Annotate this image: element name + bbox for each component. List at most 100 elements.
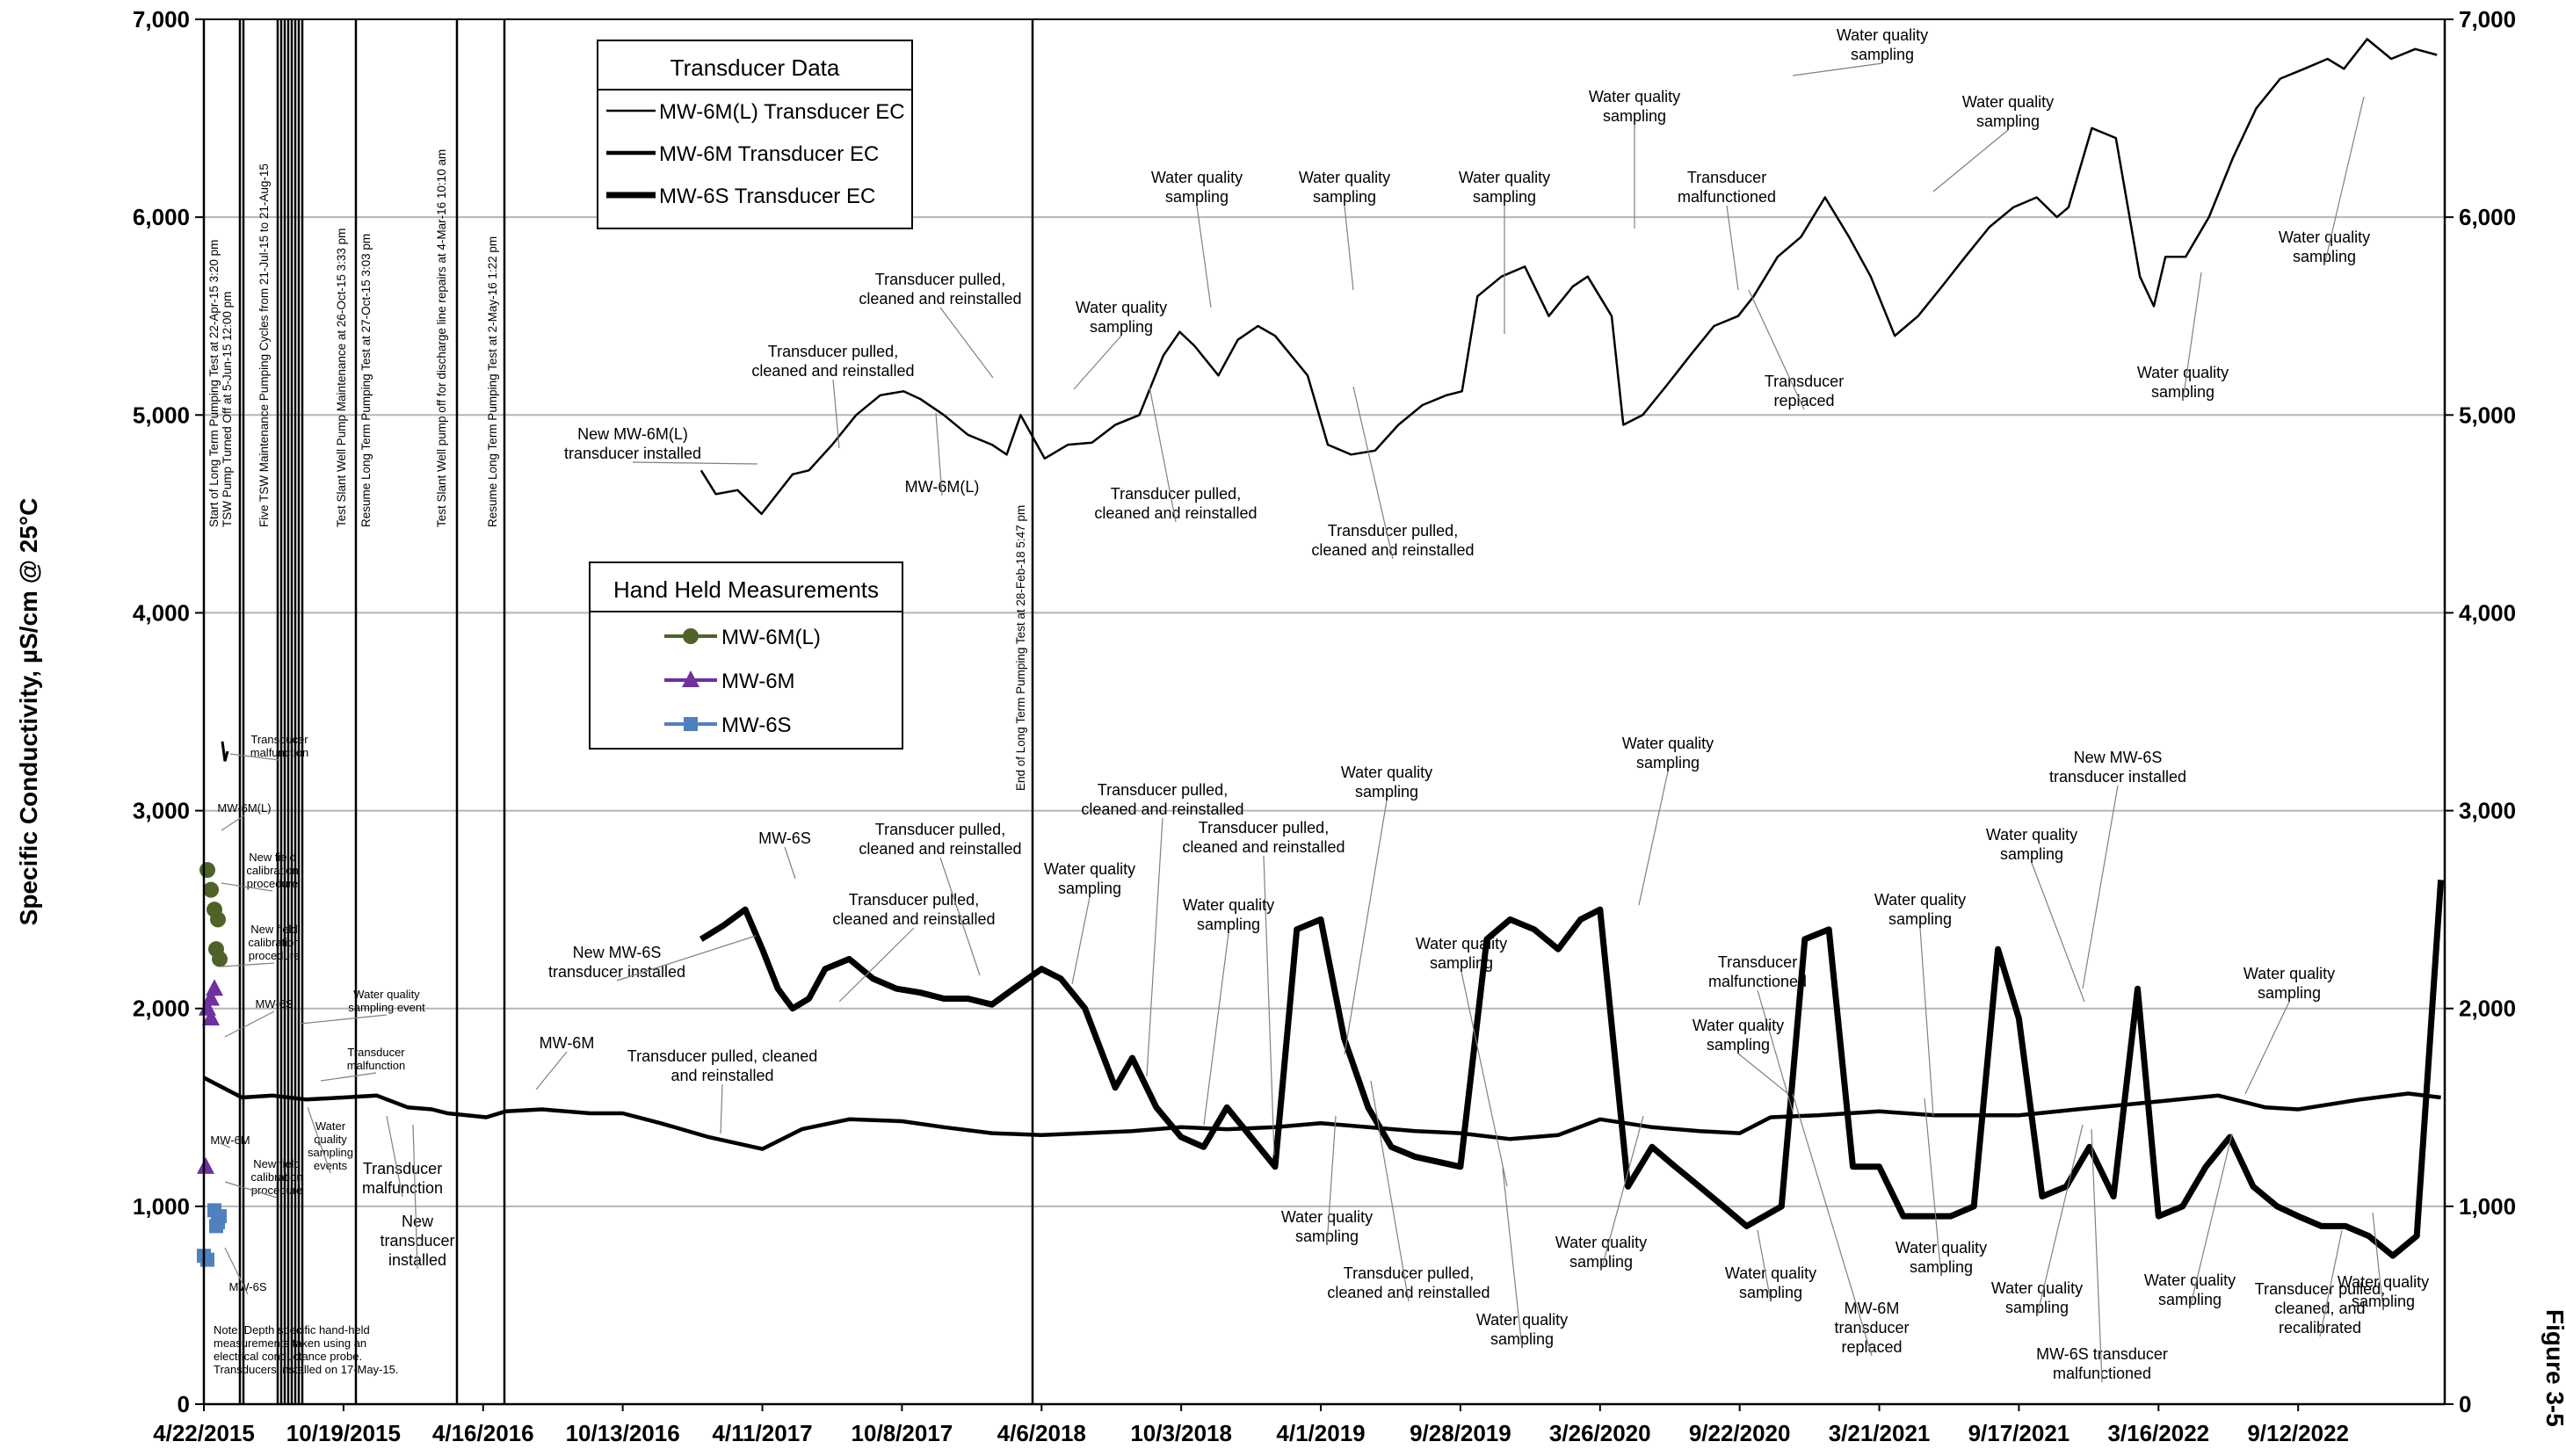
annotation-leader [2319, 1229, 2343, 1337]
annotation-leader [221, 815, 245, 831]
annotation-text: calibration [250, 1170, 302, 1184]
annotation-leader [300, 1014, 388, 1025]
annotation-text: and reinstalled [670, 1067, 773, 1084]
annotation-text: sampling [1888, 910, 1952, 928]
series-lines [202, 38, 2445, 1259]
annotation-text: sampling [2293, 248, 2356, 265]
event-lines: Start of Long Term Pumping Test at 22-Ap… [207, 19, 1034, 1404]
annotation-text: sampling [1636, 754, 1700, 771]
annotation-leader [935, 412, 943, 496]
y-axis-title: Specific Conductivity, µS/cm @ 25°C [15, 498, 42, 926]
y-tick-label-left: 5,000 [133, 402, 190, 428]
annotation-text: replaced [1841, 1338, 1902, 1356]
y-tick-label-left: 6,000 [133, 204, 190, 230]
annotation-leader [1919, 927, 1934, 1117]
annotation-leader [2036, 1124, 2084, 1317]
annotation-text: sampling [1910, 1258, 1973, 1276]
y-tick-label-left: 7,000 [133, 6, 190, 33]
legend-handheld-entry: MW-6M [721, 670, 795, 693]
annotation-leader [224, 1247, 249, 1295]
annotation-leader [1638, 771, 1669, 906]
annotation-text: sampling [1739, 1284, 1802, 1301]
annotation-text: sampling [2258, 984, 2321, 1002]
event-label: Test Slant Well Pump Maintenance at 26-O… [335, 228, 348, 527]
annotation-text: sampling [1197, 916, 1260, 933]
annotation-text: sampling [1295, 1228, 1359, 1245]
annotation-text: sampling [1976, 112, 2040, 130]
annotation-leader [1748, 289, 1805, 410]
annotation-text: sampling [1473, 188, 1536, 206]
annotation-leader [1146, 817, 1163, 1077]
handheld-marker-mw-6m-l [203, 881, 219, 898]
annotation-text: Water quality [1299, 169, 1390, 186]
x-tick-label: 4/6/2018 [997, 1420, 1086, 1446]
annotation-text: Transducer [363, 1160, 442, 1177]
annotation-leader [320, 1072, 377, 1082]
handheld-marker-mw-6m-l [199, 862, 215, 879]
handheld-marker-mw-6m [197, 1156, 214, 1174]
annotation-leader [784, 846, 796, 880]
y-tick-label-right: 7,000 [2459, 6, 2516, 33]
annotation-text: Water quality [1622, 735, 1714, 752]
annotation-text: calibration [248, 936, 300, 949]
annotation-leader [221, 962, 275, 967]
annotation-text: cleaned and reinstalled [1327, 1284, 1490, 1301]
annotation-text: New MW-6M(L) [577, 425, 688, 443]
annotation-text: MW-6M [210, 1134, 250, 1147]
legend-transducer-entry: MW-6M(L) Transducer EC [659, 100, 905, 124]
annotation-text: Water quality [353, 988, 420, 1001]
annotation-text: sampling [1569, 1253, 1633, 1271]
annotation-leader [217, 1141, 231, 1148]
annotation-leader [224, 1011, 275, 1038]
annotation-text: Water quality [1589, 88, 1680, 105]
annotation-text: Water quality [1991, 1279, 2083, 1297]
annotation-text: cleaned and reinstalled [751, 362, 914, 380]
x-tick-label: 4/16/2016 [432, 1420, 534, 1446]
annotation-leader [1326, 1115, 1337, 1246]
event-label: Resume Long Term Pumping Test at 27-Oct-… [359, 234, 373, 527]
annotation-leader [2031, 862, 2085, 1003]
annotation-text: cleaned and reinstalled [832, 910, 995, 928]
annotation-text: Water quality [1725, 1264, 1816, 1282]
annotation-leader [1263, 855, 1275, 1156]
legend-handheld-title: Hand Held Measurements [613, 576, 879, 603]
annotation-text: New field [249, 851, 295, 864]
figure-label: Figure 3-5 [2541, 1309, 2566, 1427]
annotation-text: Water quality [1183, 896, 1274, 914]
annotation-leader [2189, 1133, 2233, 1309]
x-tick-label: 4/11/2017 [712, 1420, 812, 1446]
annotation-leader [229, 753, 280, 761]
annotation-text: Water quality [1476, 1311, 1568, 1329]
annotation-text: Transducer [347, 1046, 405, 1059]
annotation-text: Water quality [1281, 1208, 1373, 1226]
annotation-text: sampling [1707, 1036, 1770, 1054]
annotation-text: Transducer pulled, [1199, 819, 1329, 837]
series-line-early-stub [221, 741, 229, 762]
annotation-text: transducer installed [564, 445, 701, 462]
annotation-text: MW-6M [1845, 1300, 1900, 1317]
annotation-text: Transducer pulled, [849, 891, 979, 909]
annotation-text: Water quality [1986, 826, 2077, 844]
annotation-text: transducer installed [548, 963, 685, 981]
annotation-text: Water quality [1044, 860, 1135, 878]
annotation-leader [832, 379, 840, 449]
annotation-leader [412, 1124, 418, 1270]
annotation-text: cleaned and reinstalled [1094, 504, 1257, 522]
annotation-text: malfunctioned [1678, 188, 1776, 206]
event-label: Resume Long Term Pumping Test at 2-May-1… [486, 236, 499, 527]
annotation-leader [2372, 1212, 2384, 1311]
annotation-text: procedure [249, 949, 301, 962]
y-tick-label-right: 5,000 [2459, 402, 2516, 428]
x-tick-label: 10/13/2016 [566, 1420, 680, 1446]
y-tick-label-left: 4,000 [133, 599, 190, 626]
annotation-text: sampling [2158, 1291, 2222, 1308]
annotation-text: Water quality [2279, 228, 2370, 246]
annotation-text: Transducer [250, 733, 308, 746]
legend-handheld-marker [683, 628, 699, 644]
annotation-text: Water quality [2338, 1273, 2429, 1291]
annotation-text: procedure [251, 1184, 303, 1197]
annotation-text: MW-6S transducer [2036, 1345, 2168, 1363]
annotation-text: Transducer [1718, 953, 1797, 971]
annotation-text: cleaned and reinstalled [859, 840, 1021, 858]
annotation-leader [1370, 1080, 1410, 1302]
